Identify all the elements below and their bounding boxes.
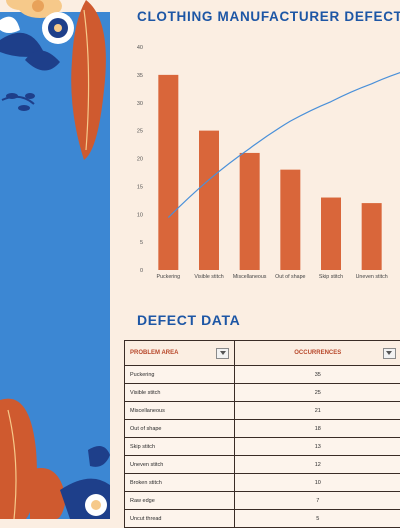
floral-illustration: [0, 0, 110, 519]
x-tick-label: Uneven stitch: [356, 274, 388, 280]
bar: [199, 131, 219, 270]
cell-occurrences: 25: [235, 384, 400, 402]
y-tick-label: 30: [137, 101, 143, 107]
y-tick-label: 25: [137, 129, 143, 135]
y-tick-label: 20: [137, 157, 143, 163]
column-header-problem-area: PROBLEM AREA: [125, 341, 235, 366]
bar: [158, 75, 178, 270]
y-tick-label: 0: [140, 268, 143, 274]
y-tick-label: 40: [137, 45, 143, 51]
flower-icon: [85, 494, 107, 516]
x-tick-label: Visible stitch: [194, 274, 223, 280]
cell-problem-area: Raw edge: [125, 492, 235, 510]
table-heading: DEFECT DATA: [137, 312, 240, 328]
cell-problem-area: Visible stitch: [125, 384, 235, 402]
table-header-row: PROBLEM AREA OCCURRENCES: [125, 341, 400, 366]
filter-dropdown-button[interactable]: [216, 348, 229, 359]
y-axis: 0 5 10 15 20 25 30 35 40: [137, 45, 143, 274]
column-header-label: OCCURRENCES: [294, 350, 341, 356]
y-tick-label: 5: [140, 240, 143, 246]
pareto-chart: 0 5 10 15 20 25 30 35 40 Puckering Visible stitch…: [120, 34, 400, 292]
x-tick-label: Out of shape: [275, 274, 305, 280]
page-title: CLOTHING MANUFACTURER DEFECT: [137, 9, 400, 24]
cell-occurrences: 7: [235, 492, 400, 510]
filter-dropdown-button[interactable]: [383, 348, 396, 359]
column-header-label: PROBLEM AREA: [130, 350, 178, 356]
cell-occurrences: 21: [235, 402, 400, 420]
x-tick-label: Skip stitch: [319, 274, 343, 280]
y-tick-label: 15: [137, 184, 143, 190]
bar-series: [158, 75, 381, 270]
decorative-sidebar: [0, 0, 110, 519]
column-header-occurrences: OCCURRENCES: [235, 341, 400, 366]
cell-occurrences: 18: [235, 420, 400, 438]
y-tick-label: 35: [137, 73, 143, 79]
cell-problem-area: Skip stitch: [125, 438, 235, 456]
flower-icon: [42, 12, 74, 44]
cell-problem-area: Out of shape: [125, 420, 235, 438]
cell-occurrences: 12: [235, 456, 400, 474]
bar: [362, 203, 382, 270]
x-axis: Puckering Visible stitch Miscellaneous Out …: [157, 274, 388, 280]
bar: [280, 170, 300, 270]
bar: [240, 153, 260, 270]
y-tick-label: 10: [137, 212, 143, 218]
cell-occurrences: 13: [235, 438, 400, 456]
x-tick-label: Miscellaneous: [233, 274, 267, 280]
cell-problem-area: Uneven stitch: [125, 456, 235, 474]
cell-problem-area: Puckering: [125, 366, 235, 384]
cell-problem-area: Miscellaneous: [125, 402, 235, 420]
bar: [321, 198, 341, 270]
x-tick-label: Puckering: [157, 274, 181, 280]
cell-occurrences: 35: [235, 366, 400, 384]
cell-occurrences: 10: [235, 474, 400, 492]
cell-problem-area: Broken stitch: [125, 474, 235, 492]
